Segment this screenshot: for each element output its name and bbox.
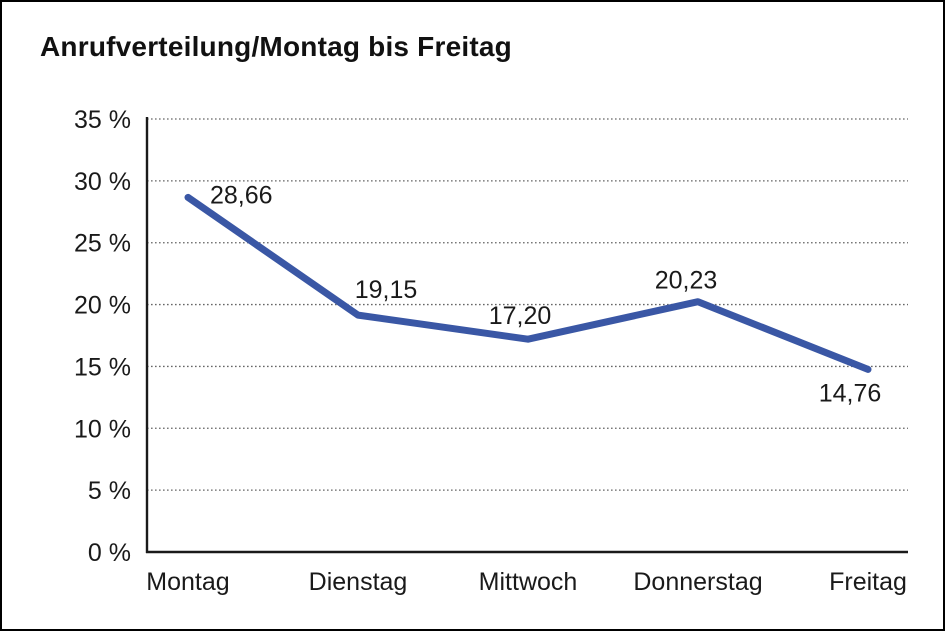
chart-title: Anrufverteilung/Montag bis Freitag <box>40 31 512 62</box>
x-axis-label: Dienstag <box>309 568 408 596</box>
y-tick-label: 35 % <box>74 106 131 134</box>
x-axis-label: Mittwoch <box>479 568 578 596</box>
data-point-label: 19,15 <box>355 276 418 304</box>
x-axis-label: Montag <box>146 568 229 596</box>
y-tick-label: 20 % <box>74 292 131 320</box>
y-tick-label: 5 % <box>88 477 131 505</box>
data-point-label: 20,23 <box>655 267 718 295</box>
data-point-label: 28,66 <box>210 181 273 209</box>
y-tick-label: 0 % <box>88 539 131 567</box>
y-tick-label: 10 % <box>74 415 131 443</box>
x-axis-label: Freitag <box>829 568 907 596</box>
x-axis-label: Donnerstag <box>633 568 762 596</box>
series-line <box>184 193 872 373</box>
y-tick-label: 25 % <box>74 230 131 258</box>
data-point-label: 17,20 <box>489 302 552 330</box>
y-tick-label: 30 % <box>74 168 131 196</box>
y-tick-label: 15 % <box>74 353 131 381</box>
data-point-label: 14,76 <box>819 379 882 407</box>
